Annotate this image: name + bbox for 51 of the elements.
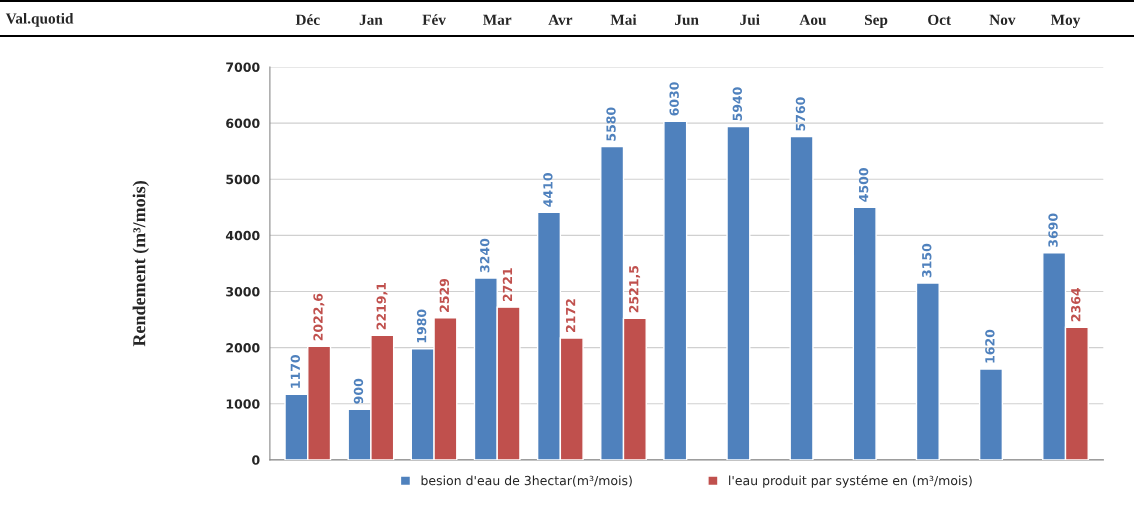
x-tick-label: Fév — [422, 14, 446, 25]
x-tick-label: Moy — [1050, 14, 1081, 29]
bar — [852, 206, 877, 460]
x-tick-label: Déc — [295, 14, 320, 25]
data-label: 2172 — [565, 299, 576, 332]
x-tick-label: Mai — [610, 14, 637, 25]
y-tick-label: 7000 — [226, 62, 260, 72]
data-label: 5940 — [732, 87, 743, 121]
data-label: 4410 — [543, 173, 553, 207]
data-label: 2219,1 — [376, 282, 388, 330]
y-tick-label: 5000 — [226, 174, 260, 185]
data-label: 6030 — [669, 82, 679, 116]
data-label: 2022,6 — [313, 293, 325, 341]
x-tick-label: Sep — [864, 14, 888, 29]
y-tick-label: 4000 — [225, 230, 260, 241]
x-tick-label: Aou — [799, 14, 827, 25]
x-tick-label: Jun — [675, 14, 699, 25]
legend-label: besion d'eau de 3hectar(m³/mois) — [421, 475, 632, 487]
bar — [726, 125, 751, 460]
data-label: 2529 — [439, 278, 450, 312]
data-label: 5580 — [606, 107, 616, 141]
y-tick-label: 6000 — [226, 118, 260, 129]
y-tick-label: 1000 — [226, 399, 260, 409]
x-tick-label: Oct — [928, 14, 952, 25]
data-label: 3150 — [922, 243, 932, 278]
data-label: 3240 — [480, 238, 490, 273]
data-label: 900 — [353, 378, 364, 404]
x-tick-label: Jan — [359, 14, 383, 25]
text: Val.quotid — [5, 12, 74, 27]
legend-label: l'eau produit par systéme en (m³/mois) — [729, 475, 972, 488]
bar — [789, 135, 814, 460]
y-tick-label: 0 — [252, 455, 260, 465]
bar — [915, 282, 940, 460]
data-label: 1170 — [290, 354, 301, 388]
x-tick-label: Avr — [548, 14, 573, 25]
x-tick-label: Nov — [989, 14, 1016, 25]
bar — [663, 120, 688, 460]
data-label: 4500 — [858, 168, 869, 202]
data-label: 3690 — [1048, 213, 1058, 247]
data-label: 5760 — [795, 97, 806, 131]
x-tick-label: Mar — [483, 14, 512, 25]
data-label: 2521,5 — [629, 265, 641, 313]
data-label: 2721 — [502, 268, 513, 302]
data-label: 1980 — [416, 309, 427, 343]
bar — [978, 368, 1004, 460]
data-label: 2364 — [1071, 287, 1081, 322]
y-tick-label: 3000 — [226, 286, 260, 297]
data-label: 1620 — [985, 329, 995, 363]
y-axis-title: Rendement (m³/mois) — [132, 181, 149, 347]
x-tick-label: Jui — [740, 14, 760, 25]
y-tick-label: 2000 — [226, 343, 260, 353]
